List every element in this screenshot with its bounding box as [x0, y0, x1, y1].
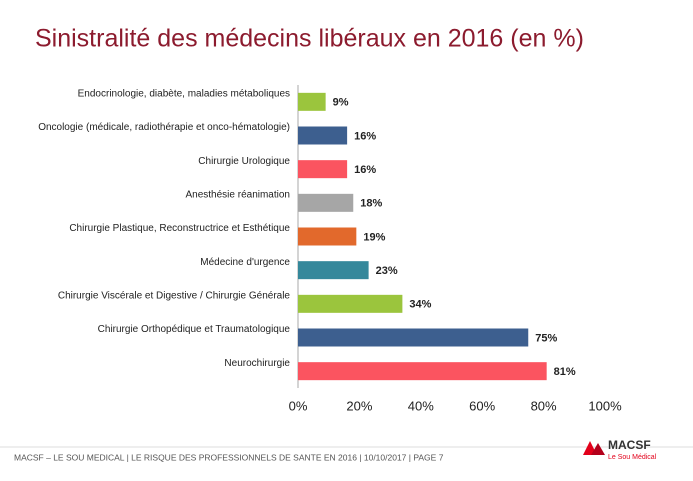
value-label: 34%	[409, 299, 431, 311]
logo: MACSF Le Sou Médical	[583, 438, 657, 461]
bar	[298, 328, 529, 347]
bar	[298, 126, 348, 145]
y-tick-label: Chirurgie Urologique	[198, 156, 290, 167]
y-tick-label: Anesthésie réanimation	[185, 189, 290, 200]
y-tick-label: Oncologie (médicale, radiothérapie et on…	[38, 122, 290, 133]
bar	[298, 362, 547, 381]
value-label: 75%	[535, 332, 557, 344]
logo-mark	[591, 443, 605, 455]
bar	[298, 261, 369, 280]
x-tick-label: 100%	[588, 398, 622, 413]
value-label: 18%	[360, 198, 382, 210]
x-tick-label: 40%	[408, 398, 434, 413]
footer: MACSF – LE SOU MEDICAL | LE RISQUE DES P…	[14, 452, 444, 462]
y-tick-label: Chirurgie Viscérale et Digestive / Chiru…	[58, 290, 291, 301]
bar	[298, 193, 354, 212]
logo-subtitle: Le Sou Médical	[608, 454, 657, 461]
value-label: 81%	[554, 366, 576, 378]
x-tick-label: 60%	[469, 398, 495, 413]
x-tick-label: 80%	[531, 398, 557, 413]
bar	[298, 227, 357, 246]
x-tick-label: 0%	[289, 398, 308, 413]
chart-title: Sinistralité des médecins libéraux en 20…	[35, 25, 584, 53]
value-label: 16%	[354, 164, 376, 176]
y-tick-label: Chirurgie Plastique, Reconstructrice et …	[69, 223, 290, 234]
bar	[298, 294, 403, 313]
bar	[298, 160, 348, 179]
value-label: 16%	[354, 130, 376, 142]
value-label: 9%	[333, 97, 349, 109]
y-tick-label: Médecine d'urgence	[200, 257, 290, 268]
y-tick-label: Chirurgie Orthopédique et Traumatologiqu…	[98, 324, 291, 335]
logo-name: MACSF	[608, 438, 651, 452]
x-tick-label: 20%	[346, 398, 372, 413]
y-tick-label: Neurochirurgie	[224, 358, 290, 369]
value-label: 19%	[363, 231, 385, 243]
value-label: 23%	[376, 265, 398, 277]
y-tick-label: Endocrinologie, diabète, maladies métabo…	[78, 88, 290, 99]
bar	[298, 92, 326, 111]
